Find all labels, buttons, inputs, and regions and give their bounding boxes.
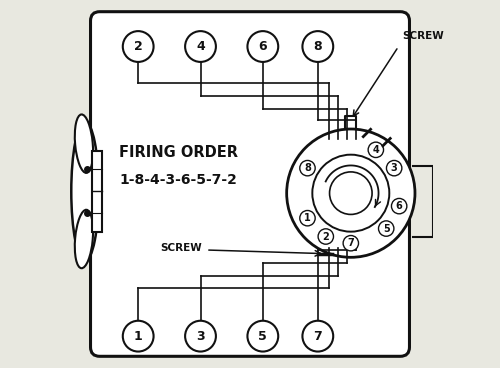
Circle shape — [312, 155, 390, 232]
Text: 6: 6 — [396, 201, 402, 211]
Circle shape — [343, 236, 358, 251]
FancyBboxPatch shape — [92, 151, 102, 232]
Circle shape — [378, 221, 394, 236]
Circle shape — [302, 31, 333, 62]
Circle shape — [368, 142, 384, 158]
Circle shape — [123, 321, 154, 351]
Text: FIRING ORDER: FIRING ORDER — [119, 145, 238, 160]
Ellipse shape — [75, 114, 93, 173]
Text: 8: 8 — [314, 40, 322, 53]
Circle shape — [330, 172, 372, 215]
Text: 3: 3 — [391, 163, 398, 173]
Circle shape — [248, 321, 278, 351]
Text: 7: 7 — [314, 330, 322, 343]
Circle shape — [286, 129, 415, 257]
Circle shape — [185, 321, 216, 351]
FancyBboxPatch shape — [90, 12, 409, 356]
Circle shape — [392, 198, 407, 214]
Ellipse shape — [72, 122, 99, 261]
Circle shape — [302, 321, 333, 351]
Circle shape — [300, 160, 315, 176]
Text: 6: 6 — [258, 40, 267, 53]
Circle shape — [248, 31, 278, 62]
Text: 1: 1 — [304, 213, 311, 223]
Circle shape — [300, 210, 315, 226]
Text: 2: 2 — [322, 231, 329, 241]
Text: SCREW: SCREW — [402, 31, 444, 40]
Text: 4: 4 — [196, 40, 205, 53]
Text: 4: 4 — [372, 145, 379, 155]
Text: 2: 2 — [134, 40, 142, 53]
Circle shape — [318, 229, 334, 244]
Text: 1: 1 — [134, 330, 142, 343]
Text: 8: 8 — [304, 163, 311, 173]
Circle shape — [185, 31, 216, 62]
Circle shape — [123, 31, 154, 62]
Text: 3: 3 — [196, 330, 205, 343]
Ellipse shape — [75, 210, 93, 268]
Text: 5: 5 — [383, 223, 390, 234]
Text: 1-8-4-3-6-5-7-2: 1-8-4-3-6-5-7-2 — [120, 173, 238, 187]
Text: SCREW: SCREW — [160, 243, 202, 253]
Text: 5: 5 — [258, 330, 267, 343]
Circle shape — [386, 160, 402, 176]
Text: 7: 7 — [348, 238, 354, 248]
